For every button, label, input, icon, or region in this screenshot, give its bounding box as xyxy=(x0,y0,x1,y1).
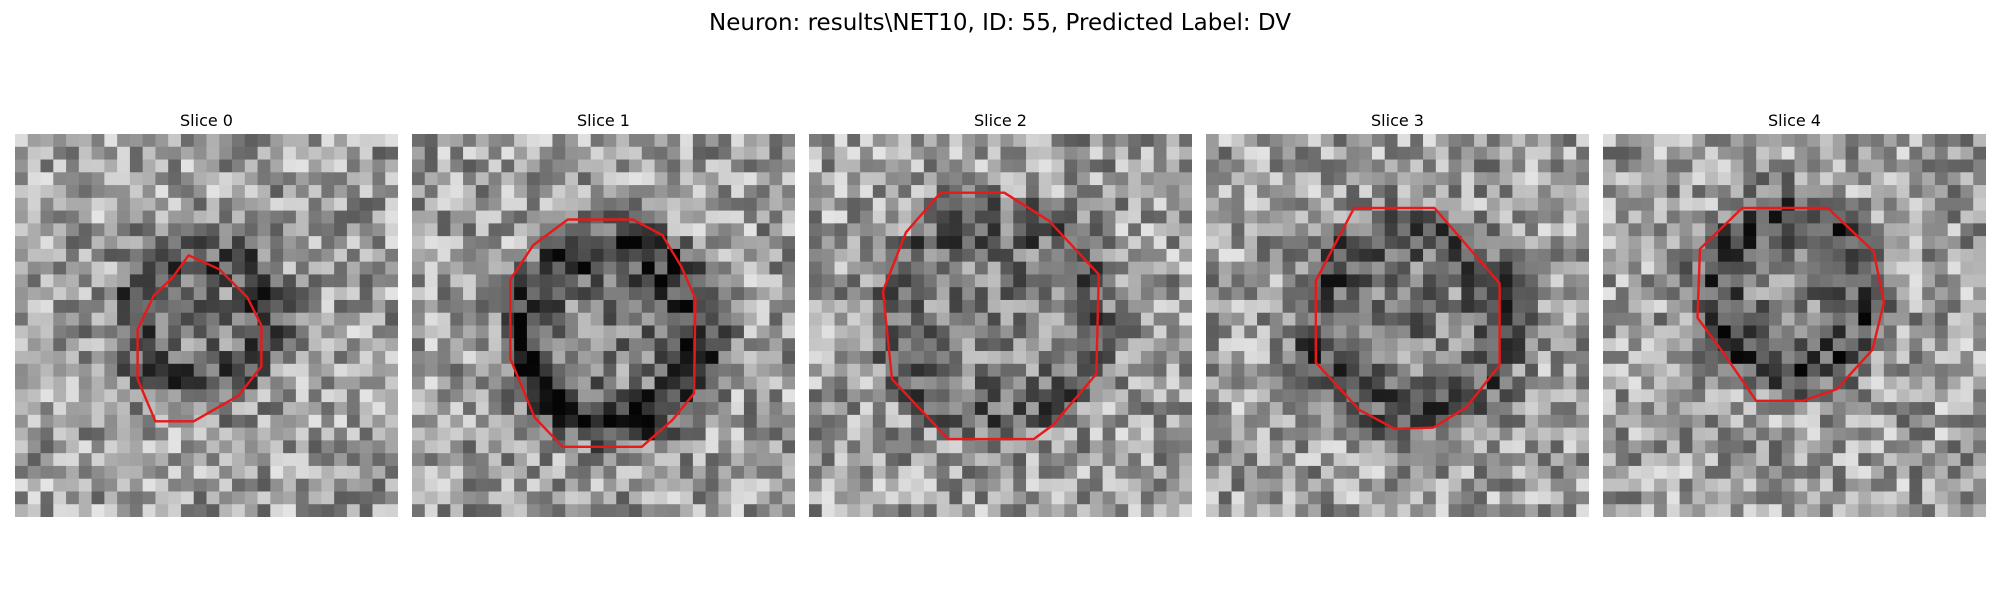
slice-title: Slice 3 xyxy=(1371,111,1424,130)
slice-image xyxy=(15,134,398,517)
slice-image xyxy=(412,134,795,517)
slice-panel-3: Slice 3 xyxy=(1206,108,1589,517)
slice-image xyxy=(809,134,1192,517)
slice-panel-1: Slice 1 xyxy=(412,108,795,517)
slice-image xyxy=(1603,134,1986,517)
slice-title: Slice 1 xyxy=(577,111,630,130)
roi-contour xyxy=(1696,206,1886,402)
slice-title: Slice 0 xyxy=(180,111,233,130)
roi-contour xyxy=(136,254,263,423)
slice-panel-4: Slice 4 xyxy=(1603,108,1986,517)
roi-contour xyxy=(509,218,697,448)
figure-title: Neuron: results\NET10, ID: 55, Predicted… xyxy=(709,10,1291,36)
slice-title: Slice 2 xyxy=(974,111,1027,130)
slice-title: Slice 4 xyxy=(1768,111,1821,130)
slice-panel-2: Slice 2 xyxy=(809,108,1192,517)
slice-panel-0: Slice 0 xyxy=(15,108,398,517)
roi-contour xyxy=(881,191,1100,441)
slice-image xyxy=(1206,134,1589,517)
roi-contour xyxy=(1314,206,1501,431)
